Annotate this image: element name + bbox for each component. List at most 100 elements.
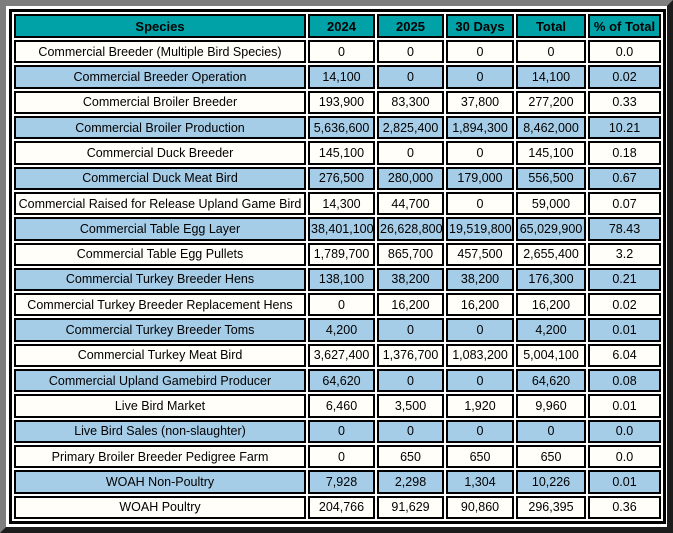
value-cell: 1,894,300: [446, 115, 514, 140]
value-cell: 556,500: [516, 166, 586, 190]
value-cell: 0: [377, 40, 444, 64]
value-cell: 3.2: [588, 242, 661, 266]
value-cell: 0.01: [588, 394, 661, 418]
value-cell: 296,395: [516, 495, 586, 519]
value-cell: 1,304: [446, 470, 514, 494]
value-cell: 0: [308, 419, 375, 443]
value-cell: 457,500: [446, 242, 514, 266]
table-row: Commercial Turkey Breeder Toms 4,200 0 0 4,2…: [14, 318, 661, 342]
value-cell: 14,100: [516, 65, 586, 89]
species-cell: Commercial Turkey Breeder Replacement He…: [14, 293, 306, 317]
species-cell: Commercial Table Egg Layer: [14, 217, 306, 241]
value-cell: 91,629: [377, 495, 444, 519]
value-cell: 179,000: [446, 166, 514, 190]
value-cell: 5,004,100: [516, 343, 586, 368]
value-cell: 2,825,400: [377, 115, 444, 140]
value-cell: 2,298: [377, 470, 444, 494]
value-cell: 83,300: [377, 90, 444, 114]
value-cell: 0: [308, 40, 375, 64]
value-cell: 0.36: [588, 495, 661, 519]
value-cell: 0.33: [588, 90, 661, 114]
species-cell: WOAH Non-Poultry: [14, 470, 306, 494]
value-cell: 26,628,800: [377, 217, 444, 241]
species-cell: Primary Broiler Breeder Pedigree Farm: [14, 445, 306, 469]
value-cell: 1,789,700: [308, 242, 375, 266]
value-cell: 0.67: [588, 166, 661, 190]
col-header-30-days: 30 Days: [446, 14, 514, 38]
value-cell: 193,900: [308, 90, 375, 114]
value-cell: 650: [446, 445, 514, 469]
value-cell: 16,200: [516, 293, 586, 317]
value-cell: 0.02: [588, 293, 661, 317]
value-cell: 8,462,000: [516, 115, 586, 140]
value-cell: 14,300: [308, 191, 375, 216]
value-cell: 280,000: [377, 166, 444, 190]
value-cell: 0: [308, 293, 375, 317]
value-cell: 37,800: [446, 90, 514, 114]
value-cell: 1,083,200: [446, 343, 514, 368]
value-cell: 0: [377, 65, 444, 89]
value-cell: 44,700: [377, 191, 444, 216]
table-row: Commercial Broiler Breeder 193,900 83,300 3…: [14, 90, 661, 114]
species-cell: Live Bird Market: [14, 394, 306, 418]
value-cell: 865,700: [377, 242, 444, 266]
species-cell: Commercial Table Egg Pullets: [14, 242, 306, 266]
table-row: Commercial Duck Breeder 145,100 0 0 145,100 0…: [14, 141, 661, 165]
species-cell: Commercial Broiler Production: [14, 115, 306, 140]
value-cell: 38,200: [446, 267, 514, 292]
value-cell: 59,000: [516, 191, 586, 216]
value-cell: 0: [446, 318, 514, 342]
value-cell: 145,100: [308, 141, 375, 165]
value-cell: 0.21: [588, 267, 661, 292]
table-row: Commercial Table Egg Layer 38,401,100 26,6…: [14, 217, 661, 241]
value-cell: 0.01: [588, 318, 661, 342]
value-cell: 0: [446, 191, 514, 216]
value-cell: 204,766: [308, 495, 375, 519]
value-cell: 6.04: [588, 343, 661, 368]
value-cell: 38,200: [377, 267, 444, 292]
value-cell: 0: [377, 419, 444, 443]
value-cell: 5,636,600: [308, 115, 375, 140]
col-header-species: Species: [14, 14, 306, 38]
species-cell: Live Bird Sales (non-slaughter): [14, 419, 306, 443]
species-table: Species 2024 2025 30 Days Total % of Tot…: [9, 9, 666, 524]
value-cell: 7,928: [308, 470, 375, 494]
value-cell: 65,029,900: [516, 217, 586, 241]
value-cell: 16,200: [446, 293, 514, 317]
species-cell: Commercial Breeder Operation: [14, 65, 306, 89]
value-cell: 14,100: [308, 65, 375, 89]
species-cell: Commercial Turkey Breeder Toms: [14, 318, 306, 342]
col-header-2025: 2025: [377, 14, 444, 38]
species-cell: Commercial Upland Gamebird Producer: [14, 369, 306, 393]
value-cell: 0.0: [588, 445, 661, 469]
value-cell: 0: [377, 141, 444, 165]
table-row: WOAH Non-Poultry 7,928 2,298 1,304 10,226 0.0…: [14, 470, 661, 494]
species-cell: Commercial Breeder (Multiple Bird Specie…: [14, 40, 306, 64]
value-cell: 16,200: [377, 293, 444, 317]
value-cell: 6,460: [308, 394, 375, 418]
value-cell: 176,300: [516, 267, 586, 292]
value-cell: 0: [516, 40, 586, 64]
value-cell: 0: [308, 445, 375, 469]
value-cell: 145,100: [516, 141, 586, 165]
value-cell: 1,376,700: [377, 343, 444, 368]
table-row: Commercial Turkey Meat Bird 3,627,400 1,37…: [14, 343, 661, 368]
table-row: Live Bird Market 6,460 3,500 1,920 9,960 0.01: [14, 394, 661, 418]
col-header-2024: 2024: [308, 14, 375, 38]
value-cell: 3,500: [377, 394, 444, 418]
value-cell: 0: [377, 369, 444, 393]
value-cell: 0.18: [588, 141, 661, 165]
value-cell: 0: [446, 65, 514, 89]
species-cell: WOAH Poultry: [14, 495, 306, 519]
value-cell: 0: [446, 369, 514, 393]
value-cell: 1,920: [446, 394, 514, 418]
value-cell: 38,401,100: [308, 217, 375, 241]
table-row: Live Bird Sales (non-slaughter) 0 0 0 0 0.0: [14, 419, 661, 443]
species-table-body: Commercial Breeder (Multiple Bird Specie…: [14, 40, 661, 519]
value-cell: 276,500: [308, 166, 375, 190]
value-cell: 78.43: [588, 217, 661, 241]
table-row: Commercial Breeder (Multiple Bird Specie…: [14, 40, 661, 64]
table-row: Commercial Turkey Breeder Replacement He…: [14, 293, 661, 317]
value-cell: 10,226: [516, 470, 586, 494]
